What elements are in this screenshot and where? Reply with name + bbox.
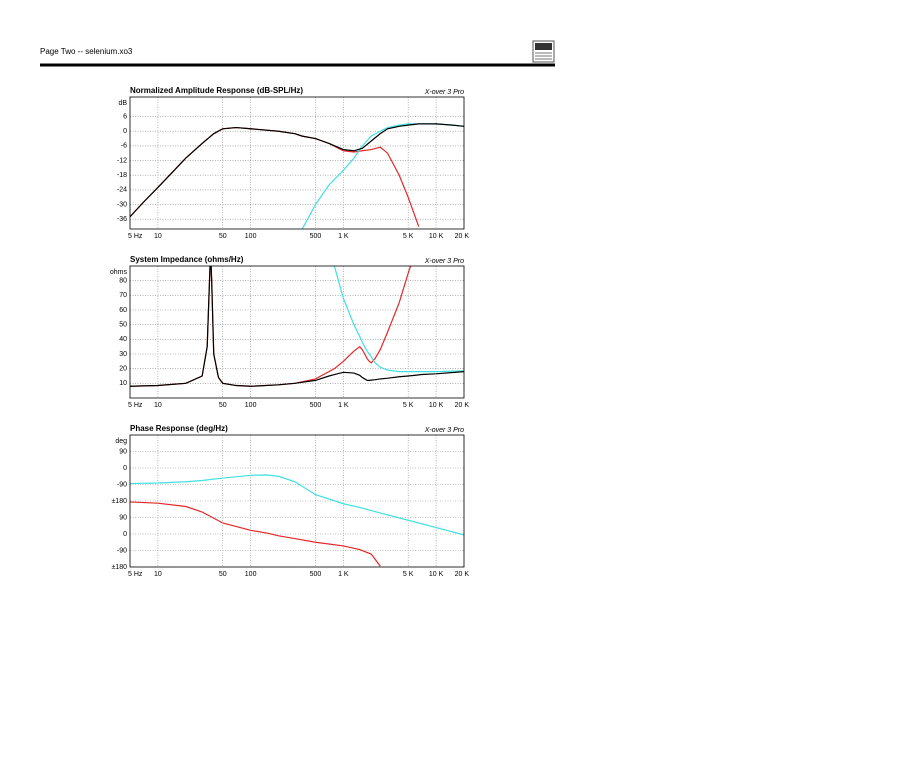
- x-tick-label: 10: [154, 233, 162, 240]
- y-tick-label: 0: [123, 128, 127, 135]
- x-tick-label: 50: [219, 402, 227, 409]
- y-tick-label: 50: [119, 322, 127, 329]
- x-tick-label: 50: [219, 571, 227, 578]
- plot-area: [130, 266, 464, 398]
- y-tick-label: -90: [117, 481, 127, 488]
- y-unit-label: deg: [115, 438, 127, 445]
- watermark: X-over 3 Pro: [424, 427, 464, 434]
- y-tick-label: -36: [117, 216, 127, 223]
- logo: [532, 40, 555, 63]
- y-tick-label: 90: [119, 448, 127, 455]
- y-tick-label: ±180: [111, 498, 127, 505]
- x-tick-label: 1 K: [338, 571, 349, 578]
- x-tick-label: 5 K: [403, 233, 414, 240]
- x-tick-label: 500: [310, 571, 322, 578]
- chart: System Impedance (ohms/Hz) X-over 3 Pro oh…: [110, 255, 470, 409]
- y-tick-label: 10: [119, 380, 127, 387]
- x-tick-label: 10 K: [429, 233, 444, 240]
- x-tick-label: 10 K: [429, 571, 444, 578]
- plot-border: [129, 434, 465, 568]
- series-line: [130, 474, 464, 536]
- x-tick-label: 5 K: [403, 402, 414, 409]
- y-tick-label: 90: [119, 514, 127, 521]
- y-tick-label: 0: [123, 531, 127, 538]
- y-tick-label: -6: [121, 143, 127, 150]
- x-tick-label: 20 K: [455, 233, 470, 240]
- series-line: [130, 501, 381, 567]
- y-unit-label: dB: [118, 100, 127, 107]
- page-header: Page Two -- selenium.xo3: [40, 47, 133, 56]
- x-tick-label: 500: [310, 233, 322, 240]
- watermark: X-over 3 Pro: [424, 89, 464, 96]
- plot-border: [129, 265, 465, 399]
- x-tick-label: 5 Hz: [128, 571, 143, 578]
- x-tick-label: 50: [219, 233, 227, 240]
- x-tick-label: 10: [154, 571, 162, 578]
- y-tick-label: 70: [119, 292, 127, 299]
- x-tick-label: 5 K: [403, 571, 414, 578]
- x-tick-label: 10 K: [429, 402, 444, 409]
- y-tick-label: 0: [123, 465, 127, 472]
- chart-title: Normalized Amplitude Response (dB-SPL/Hz…: [130, 86, 303, 95]
- x-tick-label: 1 K: [338, 402, 349, 409]
- x-tick-label: 100: [245, 233, 257, 240]
- series-line: [130, 123, 464, 218]
- y-tick-label: -24: [117, 187, 127, 194]
- y-tick-label: -12: [117, 157, 127, 164]
- x-tick-label: 20 K: [455, 571, 470, 578]
- chart: Phase Response (deg/Hz) X-over 3 Pro deg 90…: [111, 424, 469, 578]
- y-tick-label: 6: [123, 113, 127, 120]
- y-tick-label: -30: [117, 201, 127, 208]
- x-tick-label: 20 K: [455, 402, 470, 409]
- y-tick-label: 30: [119, 351, 127, 358]
- x-tick-label: 5 Hz: [128, 233, 143, 240]
- y-tick-label: -18: [117, 172, 127, 179]
- watermark: X-over 3 Pro: [424, 258, 464, 265]
- y-tick-label: ±180: [111, 564, 127, 571]
- y-tick-label: 40: [119, 336, 127, 343]
- x-tick-label: 5 Hz: [128, 402, 143, 409]
- x-tick-label: 10: [154, 402, 162, 409]
- y-tick-label: 60: [119, 307, 127, 314]
- x-tick-label: 100: [245, 402, 257, 409]
- x-tick-label: 500: [310, 402, 322, 409]
- y-unit-label: ohms: [110, 269, 128, 276]
- x-tick-label: 1 K: [338, 233, 349, 240]
- plot-border: [129, 96, 465, 230]
- chart-title: Phase Response (deg/Hz): [130, 424, 228, 433]
- series-line: [130, 266, 464, 387]
- chart: Normalized Amplitude Response (dB-SPL/Hz…: [117, 86, 469, 240]
- chart-title: System Impedance (ohms/Hz): [130, 255, 244, 264]
- y-tick-label: -90: [117, 547, 127, 554]
- series-line: [333, 266, 464, 373]
- y-tick-label: 20: [119, 366, 127, 373]
- y-tick-label: 80: [119, 278, 127, 285]
- x-tick-label: 100: [245, 571, 257, 578]
